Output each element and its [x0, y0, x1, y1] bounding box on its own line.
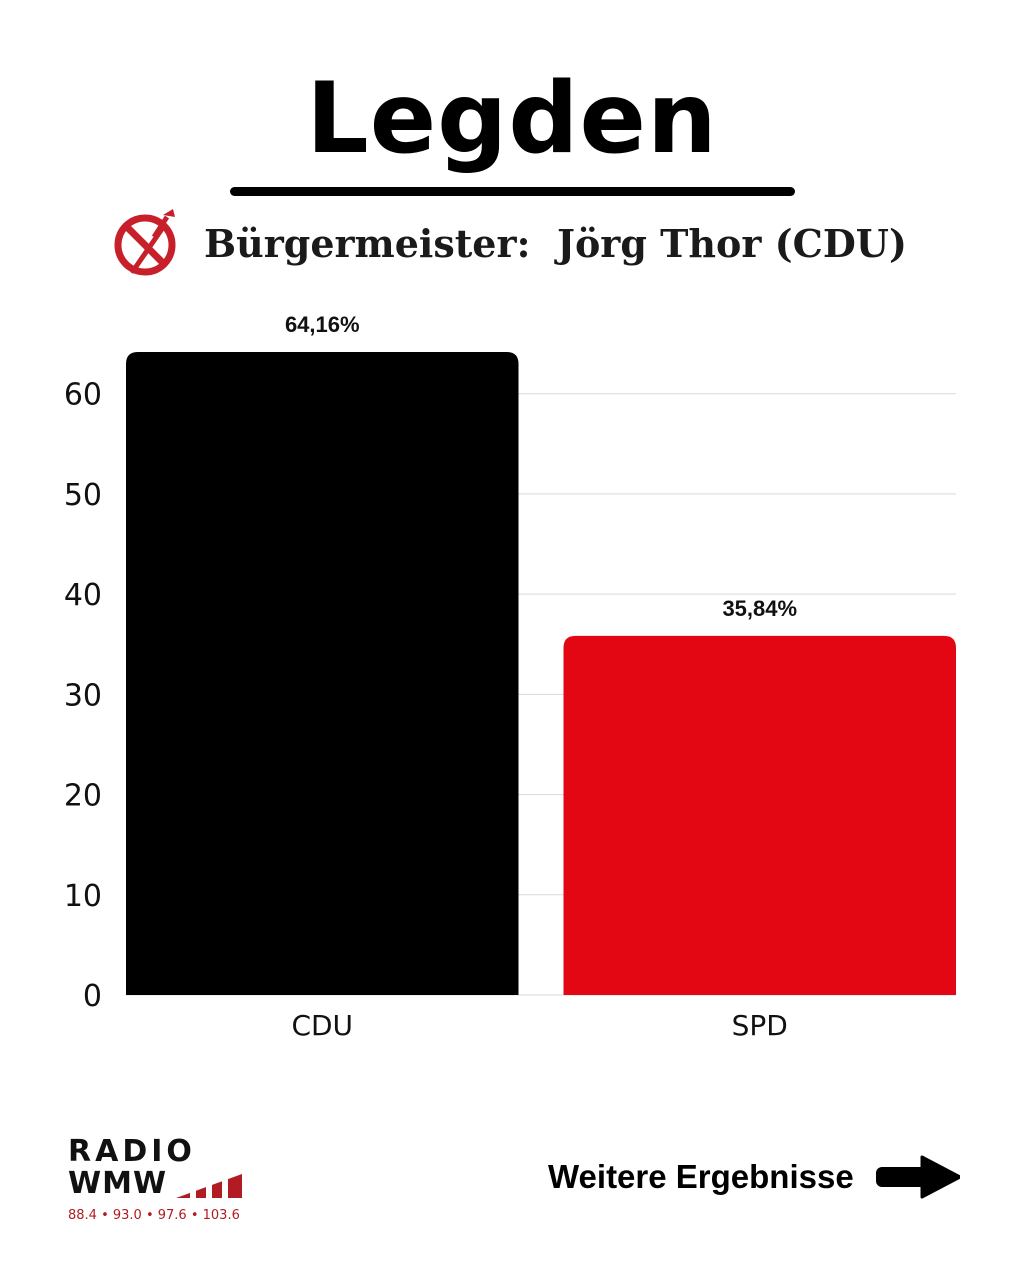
logo-line-wmw: WMW — [68, 1166, 168, 1201]
logo-frequencies: 88.4 • 93.0 • 97.6 • 103.6 — [68, 1208, 240, 1223]
data-label: 64,16% — [285, 312, 360, 337]
signal-bars-icon — [176, 1174, 242, 1198]
bar-cdu — [126, 352, 519, 995]
y-tick-label: 60 — [64, 378, 102, 413]
x-tick-label: SPD — [732, 1009, 788, 1042]
subtitle: Bürgermeister: Jörg Thor (CDU) — [204, 221, 907, 266]
y-tick-label: 20 — [64, 779, 102, 814]
x-tick-label: CDU — [291, 1009, 353, 1042]
more-results-label: Weitere Ergebnisse — [548, 1158, 854, 1195]
data-label: 35,84% — [722, 596, 797, 621]
more-results-button[interactable]: Weitere Ergebnisse — [548, 1155, 960, 1199]
logo-line-radio: RADIO — [68, 1134, 196, 1169]
bar-spd — [563, 635, 956, 995]
arrow-right-icon — [875, 1155, 960, 1199]
y-tick-label: 10 — [64, 879, 102, 914]
bar-chart: 0 10 20 30 40 50 60 64,16% CDU 35,84% SPD — [64, 312, 956, 1042]
title-underline — [230, 187, 795, 196]
y-tick-label: 40 — [64, 578, 102, 613]
radio-wmw-logo[interactable]: RADIO WMW 88.4 • 93.0 • 97.6 • 103.6 — [68, 1136, 258, 1228]
y-tick-label: 0 — [83, 979, 102, 1014]
y-tick-label: 30 — [64, 678, 102, 713]
y-tick-label: 50 — [64, 478, 102, 513]
page-title: Legden — [306, 62, 718, 176]
ballot-cross-icon — [114, 209, 176, 276]
